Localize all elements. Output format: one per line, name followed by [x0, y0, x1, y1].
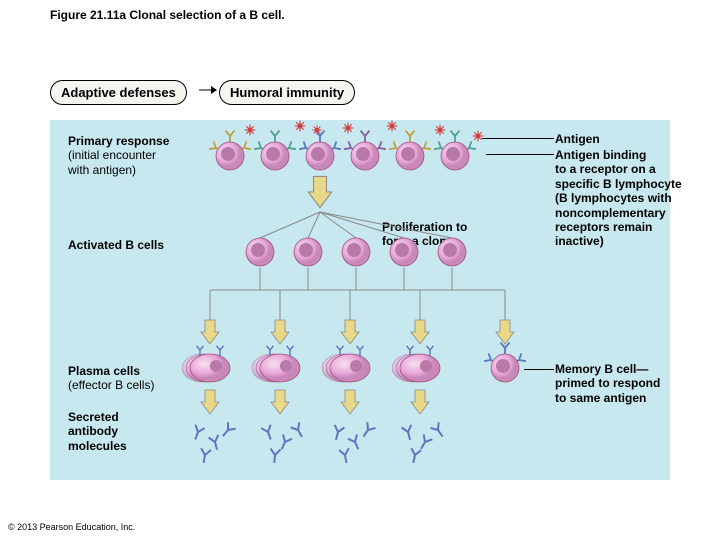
- arrow-icon: [199, 84, 217, 99]
- plasma-cells: [182, 343, 526, 382]
- diagram-svg: [50, 120, 670, 480]
- clone-row: [246, 238, 466, 266]
- figure-title: Figure 21.11a Clonal selection of a B ce…: [50, 8, 285, 22]
- diagram-box: Primary response (initial encounter with…: [50, 120, 670, 480]
- arrow-down-1: [308, 176, 331, 207]
- tag-humoral: Humoral immunity: [219, 80, 355, 105]
- fanout-lines: [260, 212, 452, 238]
- antibodies-secreted: [191, 422, 447, 464]
- arrows-row3: [201, 390, 429, 414]
- antigens-scatter: [245, 121, 484, 142]
- tag-adaptive: Adaptive defenses: [50, 80, 187, 105]
- copyright: © 2013 Pearson Education, Inc.: [8, 522, 135, 532]
- arrows-row2: [201, 268, 514, 344]
